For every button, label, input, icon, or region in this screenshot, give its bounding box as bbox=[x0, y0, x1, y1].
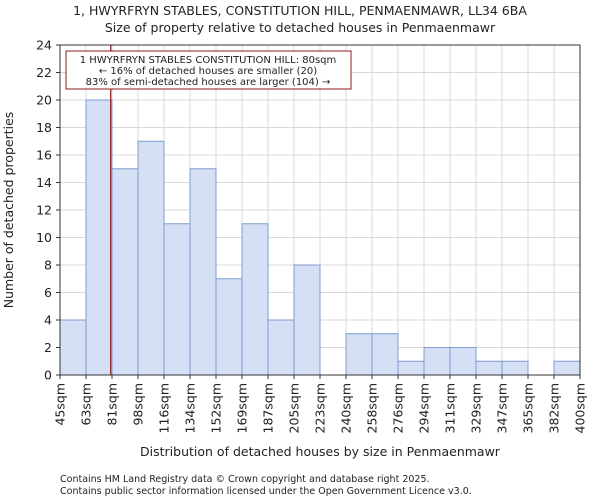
x-tick-label: 311sqm bbox=[443, 383, 458, 433]
x-tick-label: 382sqm bbox=[547, 383, 562, 433]
x-tick-label: 45sqm bbox=[53, 383, 68, 426]
y-tick-label: 14 bbox=[36, 175, 52, 190]
x-tick-label: 205sqm bbox=[287, 383, 302, 433]
annotation-line3: 83% of semi-detached houses are larger (… bbox=[86, 77, 331, 88]
annotation-box: 1 HWYRFRYN STABLES CONSTITUTION HILL: 80… bbox=[65, 50, 352, 90]
histogram-bar bbox=[397, 360, 425, 376]
histogram-bar bbox=[501, 360, 529, 376]
x-tick-label: 347sqm bbox=[495, 383, 510, 433]
x-tick-label: 152sqm bbox=[209, 383, 224, 433]
footer-line1: Contains HM Land Registry data © Crown c… bbox=[60, 474, 430, 485]
histogram-bar bbox=[189, 168, 217, 376]
x-tick-label: 400sqm bbox=[573, 383, 588, 433]
x-axis-label: Distribution of detached houses by size … bbox=[140, 444, 501, 459]
histogram-bar bbox=[267, 319, 295, 376]
x-tick-label: 258sqm bbox=[365, 383, 380, 433]
histogram-bar bbox=[59, 319, 87, 376]
x-tick-label: 329sqm bbox=[469, 383, 484, 433]
x-tick-label: 276sqm bbox=[391, 383, 406, 433]
x-tick-label: 223sqm bbox=[313, 383, 328, 433]
x-axis: 45sqm 63sqm 81sqm 98sqm 116sqm 134sqm 152sqm 16… bbox=[53, 375, 588, 433]
histogram-bar bbox=[553, 360, 581, 376]
histogram-bar bbox=[163, 223, 191, 376]
x-tick-label: 240sqm bbox=[339, 383, 354, 433]
histogram-bar bbox=[241, 223, 269, 376]
histogram-bar bbox=[293, 264, 321, 376]
annotation-line2: ← 16% of detached houses are smaller (20… bbox=[99, 66, 317, 77]
histogram-bar bbox=[215, 278, 243, 376]
y-tick-label: 12 bbox=[36, 203, 52, 218]
y-tick-label: 24 bbox=[36, 38, 52, 53]
chart-title-line1: 1, HWYRFRYN STABLES, CONSTITUTION HILL, … bbox=[73, 3, 527, 18]
x-tick-label: 169sqm bbox=[235, 383, 250, 433]
y-tick-label: 16 bbox=[36, 148, 52, 163]
y-tick-label: 20 bbox=[36, 93, 52, 108]
histogram-bar bbox=[423, 347, 451, 376]
histogram-bar bbox=[345, 333, 373, 376]
histogram-bar bbox=[449, 347, 477, 376]
footer-line2: Contains public sector information licen… bbox=[60, 486, 472, 497]
histogram-bar bbox=[85, 99, 113, 376]
x-tick-label: 365sqm bbox=[521, 383, 536, 433]
x-tick-label: 116sqm bbox=[157, 383, 172, 433]
y-tick-label: 22 bbox=[36, 65, 52, 80]
y-tick-label: 8 bbox=[44, 258, 52, 273]
x-tick-label: 98sqm bbox=[131, 383, 146, 426]
histogram-bar bbox=[475, 360, 503, 376]
y-tick-label: 4 bbox=[44, 313, 52, 328]
y-tick-label: 18 bbox=[36, 120, 52, 135]
histogram-bar bbox=[111, 168, 139, 376]
x-tick-label: 134sqm bbox=[183, 383, 198, 433]
y-tick-label: 10 bbox=[36, 230, 52, 245]
chart-title-line2: Size of property relative to detached ho… bbox=[105, 20, 496, 35]
y-tick-label: 0 bbox=[44, 368, 52, 383]
histogram-bar bbox=[371, 333, 399, 376]
plot-frame bbox=[59, 44, 581, 376]
histogram-bar bbox=[137, 140, 165, 376]
x-tick-label: 81sqm bbox=[105, 383, 120, 426]
y-tick-label: 2 bbox=[44, 340, 52, 355]
bars bbox=[59, 99, 581, 376]
y-tick-label: 6 bbox=[44, 285, 52, 300]
x-tick-label: 294sqm bbox=[417, 383, 432, 433]
x-tick-label: 187sqm bbox=[261, 383, 276, 433]
y-axis-label: Number of detached properties bbox=[1, 112, 16, 309]
x-tick-label: 63sqm bbox=[79, 383, 94, 426]
annotation-line1: 1 HWYRFRYN STABLES CONSTITUTION HILL: 80… bbox=[80, 55, 337, 66]
